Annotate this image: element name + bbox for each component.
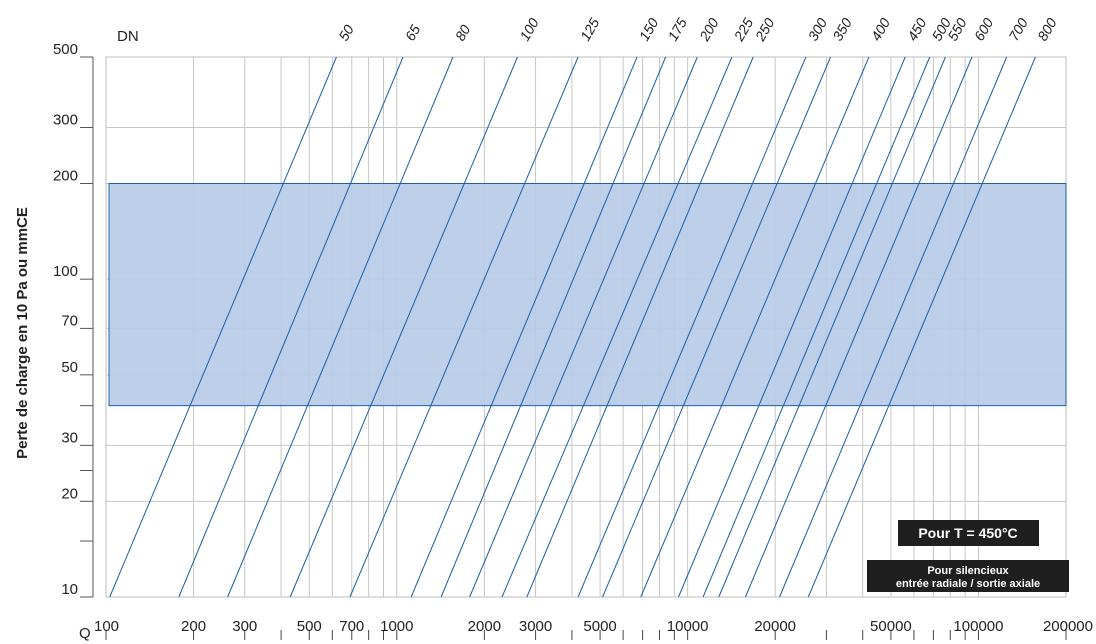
dn-line-200: [469, 56, 698, 598]
dn-label-800: 800: [1034, 15, 1060, 43]
dn-line-175: [440, 56, 667, 598]
dn-line-50: [109, 56, 337, 598]
dn-line-800: [807, 56, 1036, 598]
dn-label-50: 50: [335, 22, 357, 44]
temperature-note: Pour T = 450°C: [918, 525, 1017, 541]
x-axis: 100 200 300 500 700 1000 2000 3000 5000 10000 2000…: [94, 618, 1093, 640]
dn-label-150: 150: [636, 15, 662, 43]
y-tick-label: 50: [61, 359, 78, 376]
x-tick-label: 500: [297, 618, 322, 635]
x-tick-label: 2000: [468, 618, 501, 635]
y-tick-label: 100: [53, 263, 78, 280]
dn-label-250: 250: [751, 15, 777, 44]
dn-line-80: [227, 56, 454, 598]
dn-line-300: [577, 56, 807, 598]
usage-zone-band: [108, 182, 1067, 407]
y-tick-label: 20: [61, 485, 78, 502]
dn-legend-title: DN: [117, 28, 139, 45]
x-tick-label: 10000: [667, 618, 709, 635]
dn-line-400: [640, 56, 870, 598]
x-tick-label: 100: [94, 618, 119, 635]
x-tick-label: 5000: [583, 618, 616, 635]
dn-label-175: 175: [664, 15, 690, 43]
dn-label-100: 100: [516, 15, 542, 43]
x-tick-label: 50000: [870, 618, 912, 635]
y-tick-label: 500: [53, 41, 78, 58]
dn-series-lines: [109, 56, 1036, 598]
dn-line-250: [526, 56, 754, 598]
dn-line-350: [602, 56, 831, 598]
y-axis-label: Perte de charge en 10 Pa ou mmCE: [14, 207, 31, 459]
x-axis-label: Q: [79, 625, 91, 642]
dn-label-350: 350: [829, 15, 855, 43]
y-tick-label: 30: [61, 429, 78, 446]
dn-label-400: 400: [868, 15, 894, 43]
y-axis: 10 20 30 50 70 100 200 300 500: [53, 41, 94, 598]
dn-line-600: [744, 56, 973, 598]
dn-line-550: [718, 56, 946, 598]
dn-label-700: 700: [1005, 15, 1031, 43]
x-tick-label: 1000: [380, 618, 413, 635]
temperature-badge: Pour T = 450°C: [898, 520, 1039, 546]
dn-label-80: 80: [452, 22, 474, 44]
silencer-note-line-1: Pour silencieux: [927, 565, 1009, 577]
y-tick-label: 10: [61, 581, 78, 598]
dn-line-450: [678, 56, 906, 598]
dn-label-125: 125: [577, 15, 603, 43]
dn-label-600: 600: [971, 15, 997, 43]
x-tick-label: 100000: [953, 618, 1003, 635]
x-tick-label: 300: [232, 618, 257, 635]
x-tick-label: 700: [339, 618, 364, 635]
dn-label-200: 200: [696, 15, 722, 44]
dn-label-225: 225: [730, 15, 756, 44]
dn-line-700: [779, 56, 1008, 598]
x-tick-label: 200000: [1043, 618, 1093, 635]
x-tick-label: 200: [181, 618, 206, 635]
y-tick-label: 200: [53, 167, 78, 184]
dn-line-125: [349, 56, 579, 598]
usage-zone-label: Zone d'utilisation: [1072, 228, 1089, 361]
x-tick-label: 3000: [519, 618, 552, 635]
dn-line-100: [289, 56, 518, 598]
dn-label-550: 550: [944, 15, 970, 43]
dn-line-150: [410, 56, 638, 598]
dn-line-500: [702, 56, 931, 598]
dn-line-225: [501, 56, 733, 598]
x-tick-label: 20000: [754, 618, 796, 635]
y-tick-label: 70: [61, 312, 78, 329]
dn-label-450: 450: [904, 15, 930, 43]
dn-line-65: [178, 56, 404, 598]
silencer-note-line-2: entrée radiale / sortie axiale: [896, 578, 1040, 590]
dn-label-300: 300: [805, 15, 831, 43]
silencer-badge: Pour silencieux entrée radiale / sortie …: [867, 560, 1069, 592]
dn-label-65: 65: [402, 22, 424, 44]
y-tick-label: 300: [53, 112, 78, 129]
